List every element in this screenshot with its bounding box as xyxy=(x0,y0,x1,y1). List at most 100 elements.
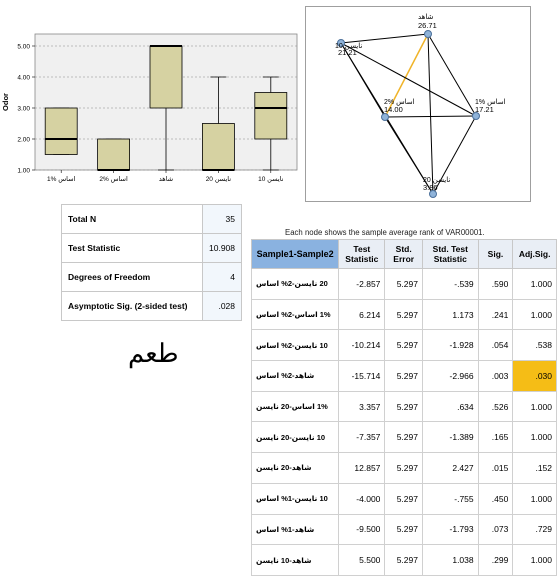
adj-cell: 1.000 xyxy=(512,421,557,454)
stat-cell: -10.214 xyxy=(338,329,386,362)
adj-cell: 1.000 xyxy=(512,268,557,300)
edge xyxy=(427,33,434,195)
column-header: Sig. xyxy=(477,239,514,269)
sig-cell: .299 xyxy=(477,544,514,576)
column-header: Adj.Sig. xyxy=(512,239,557,269)
node xyxy=(472,112,480,120)
node xyxy=(337,39,345,47)
box-4 xyxy=(201,76,235,171)
table-row: 20 نايسن-2% اساس -2.857 5.297 -.539.590 1.00… xyxy=(250,268,557,300)
table-row: 1% اساس-20 نايسن 3.357 5.297.634.526 1.000 xyxy=(250,390,557,423)
stat-cell: -9.500 xyxy=(338,513,386,546)
sample-pair-cell: شاهد-1% اساس xyxy=(250,513,340,546)
se-cell: 5.297 xyxy=(384,421,423,454)
std-cell: -.755 xyxy=(421,482,479,515)
box-5 xyxy=(254,76,288,171)
adj-cell: .729 xyxy=(512,513,557,546)
summary-value: 4 xyxy=(202,262,242,292)
node-rank: 14.00 xyxy=(384,105,403,114)
se-cell: 5.297 xyxy=(384,452,423,484)
sig-cell: .450 xyxy=(477,482,514,515)
y-axis-label: Odor xyxy=(1,93,10,111)
std-cell: -1.389 xyxy=(421,421,479,454)
se-cell: 5.297 xyxy=(384,360,423,392)
node-name: 10 نايسن xyxy=(335,43,362,50)
sig-cell: .073 xyxy=(477,513,514,546)
stat-cell: -7.357 xyxy=(338,421,386,454)
x-tick-label: 20 نايسن xyxy=(206,176,232,183)
box-body xyxy=(149,45,183,109)
sig-cell: .054 xyxy=(477,329,514,362)
edge xyxy=(384,115,477,118)
edge xyxy=(427,33,477,117)
edge xyxy=(340,42,477,117)
std-cell: -2.966 xyxy=(421,360,479,392)
node-rank: 26.71 xyxy=(418,21,437,30)
sample-pair-cell: 20 نايسن-2% اساس xyxy=(250,268,340,300)
adj-cell: .030 xyxy=(512,360,557,392)
sample-pair-cell: 10 نايسن-2% اساس xyxy=(250,329,340,362)
se-cell: 5.297 xyxy=(384,544,423,576)
table-row: 10 نايسن-20 نايسن -7.357 5.297 -1.389.165 1.… xyxy=(250,421,557,454)
edge xyxy=(432,115,477,195)
table-row: شاهد-20 نايسن 12.857 5.297 2.427.015.152 xyxy=(250,452,557,484)
summary-label: Asymptotic Sig. (2-sided test) xyxy=(61,291,203,321)
sig-cell: .526 xyxy=(477,390,514,423)
se-cell: 5.297 xyxy=(384,329,423,362)
sample-pair-cell: 10 نايسن-1% اساس xyxy=(250,482,340,515)
edge xyxy=(340,33,429,44)
std-cell: 1.173 xyxy=(421,298,479,331)
table-row: 1% اساس-2% اساس 6.214 5.297 1.173.241 1.000 xyxy=(250,298,557,331)
summary-value: 35 xyxy=(202,204,242,234)
odor-boxplot: 5.00 4.00 3.00 2.00 1.00 Odor 1% اساس 2% اساس… xyxy=(1,33,298,183)
table-row: شاهد-1% اساس -9.500 5.297 -1.793.073.729 xyxy=(250,513,557,546)
box-1 xyxy=(44,107,78,155)
stat-cell: 5.500 xyxy=(338,544,386,576)
box-body xyxy=(44,107,78,155)
sig-cell: .241 xyxy=(477,298,514,331)
table-row: Total N 35 xyxy=(61,204,242,234)
column-header: Std. Error xyxy=(384,239,423,269)
stat-cell: 6.214 xyxy=(338,298,386,331)
y-tick-label: 1.00 xyxy=(17,168,30,175)
se-cell: 5.297 xyxy=(384,482,423,515)
stat-cell: 12.857 xyxy=(338,452,386,484)
adj-cell: 1.000 xyxy=(512,482,557,515)
x-tick-label: 2% اساس xyxy=(99,176,128,183)
se-cell: 5.297 xyxy=(384,298,423,331)
node-name: شاهد xyxy=(418,14,433,21)
sig-cell: .003 xyxy=(477,360,514,392)
box-3 xyxy=(149,45,183,171)
sig-cell: .165 xyxy=(477,421,514,454)
sample-pair-cell: 10 نايسن-20 نايسن xyxy=(250,421,340,454)
stat-cell: -15.714 xyxy=(338,360,386,392)
y-tick-label: 4.00 xyxy=(17,75,30,82)
y-tick-label: 5.00 xyxy=(17,44,30,51)
box-2 xyxy=(97,138,130,171)
se-cell: 5.297 xyxy=(384,513,423,546)
std-cell: 2.427 xyxy=(421,452,479,484)
node-name: 2% اساس xyxy=(384,99,415,106)
std-cell: .634 xyxy=(421,390,479,423)
y-tick-label: 3.00 xyxy=(17,106,30,113)
sample-pair-cell: شاهد-10 نايسن xyxy=(250,544,340,576)
table-row: 10 نايسن-2% اساس -10.214 5.297 -1.928.054.5… xyxy=(250,329,557,362)
table-row: شاهد-2% اساس -15.714 5.297 -2.966.003.030 xyxy=(250,360,557,392)
edge xyxy=(384,116,434,195)
pairwise-network-graph: شاهد 26.71 10 نايسن 21.21 1% اساس 17.21 … xyxy=(305,6,531,202)
column-header: Test Statistic xyxy=(338,239,386,269)
y-tick-label: 2.00 xyxy=(17,137,30,144)
std-cell: -1.793 xyxy=(421,513,479,546)
node-rank: 17.21 xyxy=(475,105,494,114)
summary-value: .028 xyxy=(202,291,242,321)
column-header: Sample1-Sample2 xyxy=(250,239,340,269)
node-name: 20 نايسن xyxy=(423,177,450,184)
sample-pair-cell: 1% اساس-20 نايسن xyxy=(250,390,340,423)
graph-caption: Each node shows the sample average rank … xyxy=(285,228,485,237)
table-row: Test Statistic 10.908 xyxy=(61,233,242,263)
column-header: Std. Test Statistic xyxy=(421,239,479,269)
stat-cell: -4.000 xyxy=(338,482,386,515)
se-cell: 5.297 xyxy=(384,390,423,423)
summary-value: 10.908 xyxy=(202,233,242,263)
table-row: شاهد-10 نايسن 5.500 5.297 1.038.299 1.000 xyxy=(250,544,557,576)
